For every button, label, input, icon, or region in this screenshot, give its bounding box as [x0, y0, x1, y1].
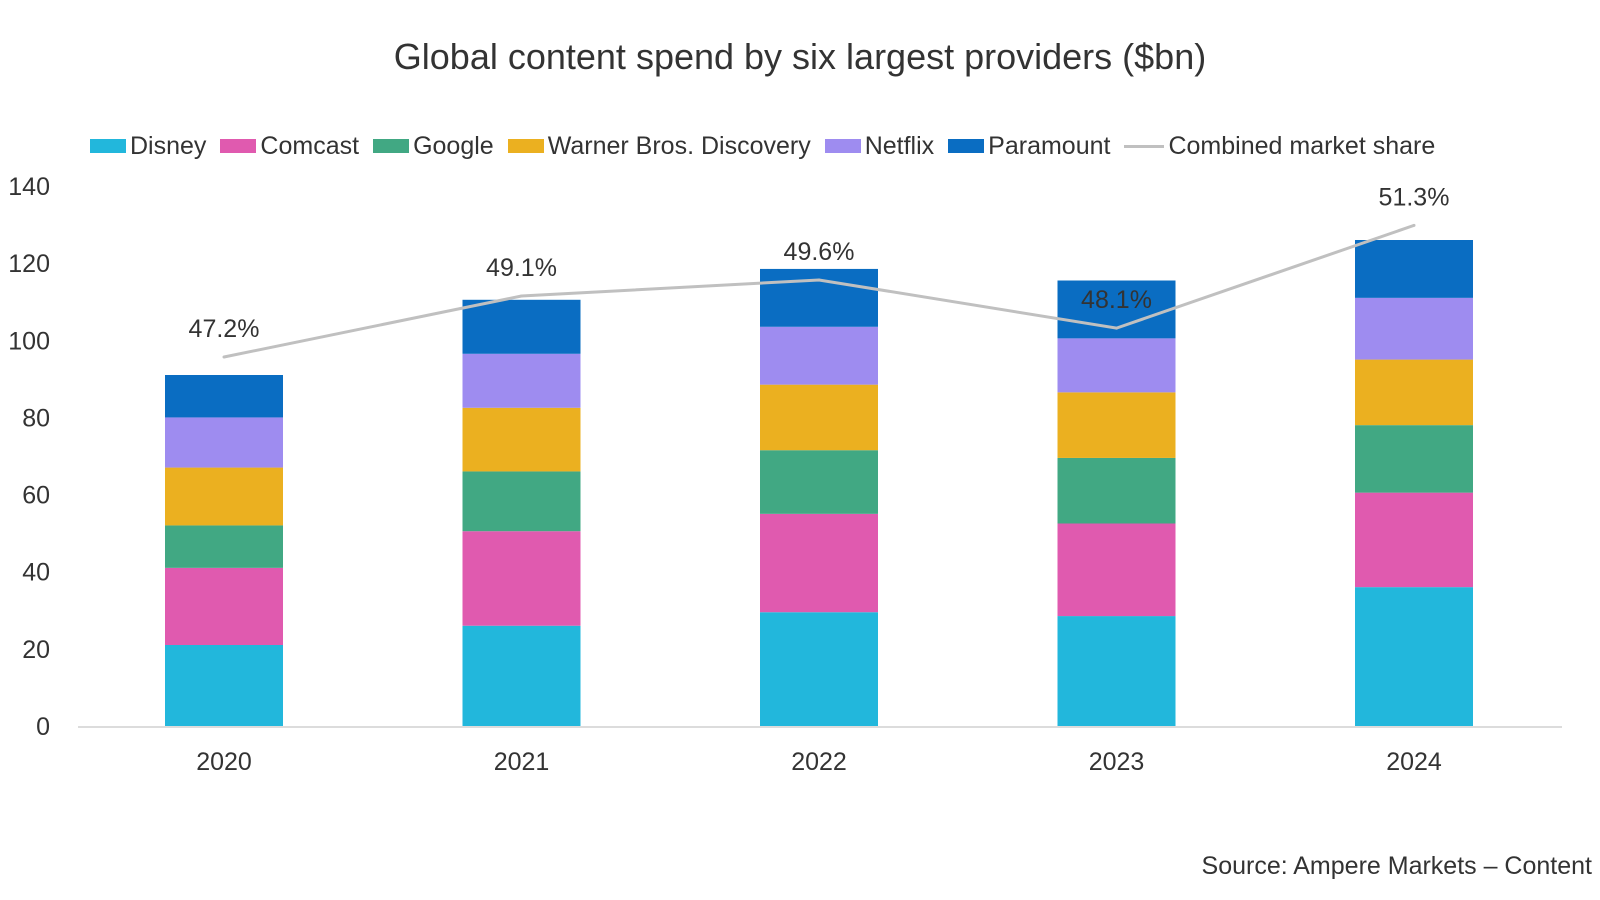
legend-swatch: [824, 139, 861, 153]
bar-segment-netflix[interactable]: [462, 353, 581, 408]
bar-segment-netflix[interactable]: [1355, 297, 1473, 360]
market-share-line-layer: 47.2% 49.1% 49.6% 48.1% 51.3%: [189, 183, 1450, 359]
bar-segment-paramount[interactable]: [760, 268, 878, 327]
legend-item-google[interactable]: Google: [373, 132, 494, 161]
x-tick-label: 2023: [1089, 748, 1145, 776]
bar-stack-2021: [462, 299, 581, 726]
bar-segment-paramount[interactable]: [165, 375, 283, 418]
bar-segment-warner-bros-discovery[interactable]: [462, 407, 581, 472]
x-tick-label: 2022: [791, 748, 847, 776]
market-share-point: [817, 278, 821, 282]
bar-segment-warner-bros-discovery[interactable]: [165, 467, 283, 526]
legend-swatch: [90, 139, 126, 153]
bar-segment-google[interactable]: [760, 450, 878, 514]
market-share-label: 51.3%: [1379, 183, 1450, 211]
x-tick-label: 2020: [196, 748, 252, 776]
bar-segment-disney[interactable]: [1057, 616, 1176, 726]
chart-title: Global content spend by six largest prov…: [393, 36, 1207, 77]
bar-segment-comcast[interactable]: [462, 531, 581, 626]
legend-item-comcast[interactable]: Comcast: [220, 132, 359, 161]
y-tick-label: 100: [8, 327, 50, 355]
bars: [165, 240, 1473, 726]
bar-segment-comcast[interactable]: [165, 567, 283, 645]
bar-stack-2024: [1355, 240, 1473, 726]
market-share-label: 47.2%: [189, 315, 260, 343]
bar-segment-google[interactable]: [165, 525, 283, 568]
legend-label: Comcast: [260, 131, 360, 160]
bar-segment-netflix[interactable]: [760, 326, 878, 385]
legend-label: Google: [413, 131, 494, 160]
x-axis: 2020 2021 2022 2023 2024: [78, 726, 1562, 776]
legend-item-combined-market-share[interactable]: Combined market share: [1124, 132, 1435, 161]
legend-label: Paramount: [988, 131, 1111, 160]
legend-swatch: [373, 139, 410, 153]
legend-label: Netflix: [864, 131, 935, 160]
bar-segment-paramount[interactable]: [462, 299, 581, 354]
market-share-point: [1115, 326, 1118, 330]
y-tick-label: 140: [8, 173, 50, 201]
market-share-point: [222, 355, 226, 359]
market-share-label: 49.1%: [486, 254, 557, 282]
legend: Disney Comcast Google Warner Bros. Discover…: [90, 128, 1449, 164]
legend-swatch: [220, 139, 257, 153]
legend-label: Warner Bros. Discovery: [547, 131, 811, 160]
market-share-point: [1412, 223, 1416, 227]
bar-segment-warner-bros-discovery[interactable]: [760, 384, 878, 451]
y-tick-label: 0: [36, 713, 50, 741]
bar-segment-disney[interactable]: [165, 645, 283, 726]
legend-item-paramount[interactable]: Paramount: [948, 132, 1110, 161]
legend-item-warner-bros-discovery[interactable]: Warner Bros. Discovery: [507, 131, 811, 161]
market-share-label: 48.1%: [1081, 286, 1152, 314]
legend-item-disney[interactable]: Disney: [90, 132, 206, 161]
x-tick-label: 2024: [1386, 748, 1442, 776]
y-tick-label: 20: [22, 636, 50, 664]
x-tick-label: 2021: [494, 748, 550, 776]
legend-label: Disney: [130, 131, 207, 160]
y-tick-label: 80: [22, 404, 50, 432]
bar-segment-disney[interactable]: [462, 625, 581, 726]
source-note: Source: Ampere Markets – Content: [1201, 852, 1592, 880]
y-tick-label: 120: [8, 250, 50, 278]
bar-segment-google[interactable]: [1355, 425, 1473, 493]
legend-swatch: [507, 139, 544, 153]
y-tick-label: 60: [22, 482, 50, 510]
legend-line-swatch: [1124, 144, 1165, 148]
bar-segment-netflix[interactable]: [165, 417, 283, 468]
bar-segment-comcast[interactable]: [1057, 523, 1176, 617]
market-share-label: 49.6%: [784, 238, 855, 266]
bar-segment-disney[interactable]: [760, 612, 878, 726]
y-tick-label: 40: [22, 559, 50, 587]
bar-segment-disney[interactable]: [1355, 587, 1473, 726]
bar-segment-comcast[interactable]: [760, 513, 878, 613]
bar-segment-comcast[interactable]: [1355, 492, 1473, 588]
legend-label: Combined market share: [1168, 131, 1436, 160]
bar-segment-google[interactable]: [462, 471, 581, 532]
bar-segment-paramount[interactable]: [1355, 240, 1473, 298]
bar-segment-warner-bros-discovery[interactable]: [1355, 359, 1473, 426]
bar-segment-google[interactable]: [1057, 457, 1176, 524]
bar-stack-2023: [1057, 280, 1176, 726]
bar-segment-warner-bros-discovery[interactable]: [1057, 392, 1176, 458]
bar-stack-2020: [165, 375, 283, 726]
market-share-point: [520, 294, 523, 298]
y-axis: 0 20 40 60 80 100 120 140: [8, 173, 50, 741]
bar-segment-netflix[interactable]: [1057, 338, 1176, 393]
legend-item-netflix[interactable]: Netflix: [824, 131, 935, 161]
bar-stack-2022: [760, 268, 878, 726]
legend-swatch: [948, 139, 985, 153]
